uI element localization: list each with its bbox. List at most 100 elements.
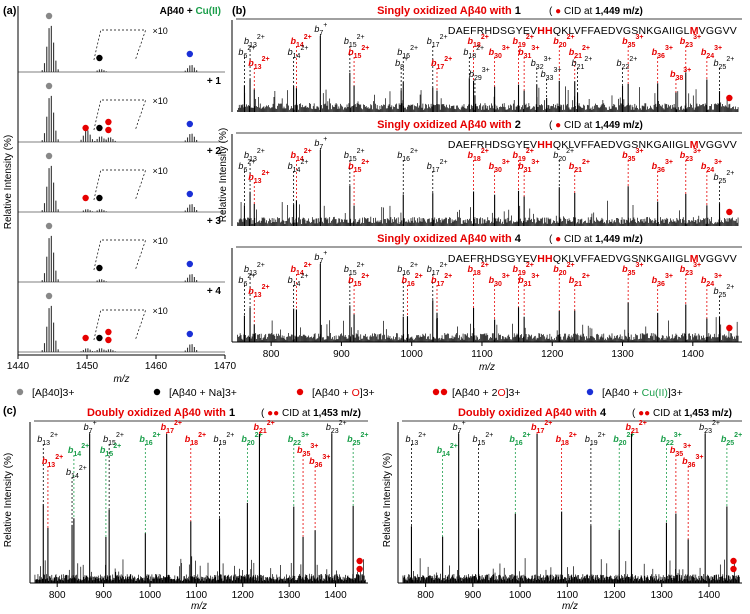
panel-a-zoom-box xyxy=(93,169,147,201)
c1-precursor-dot xyxy=(730,557,737,565)
panel-a-row-label: + 3 xyxy=(207,216,222,227)
b0-ion-label: b313+ xyxy=(518,45,539,60)
panel-c-y-label: Relative Intensity (%) xyxy=(3,453,14,547)
b0-ion-label: b182+ xyxy=(468,34,489,49)
panel-c-x-tick-label: 1200 xyxy=(232,590,255,601)
b0-ion-label: b172+ xyxy=(427,34,448,49)
b2-ion-label: b172+ xyxy=(431,273,452,288)
c0-title: Doubly oxidized Aβ40 with 1 xyxy=(87,407,235,419)
panel-c-x-label: m/z xyxy=(191,601,207,612)
panel-label-c: (c) xyxy=(3,405,17,417)
marker-two-red-dots xyxy=(105,126,112,134)
panel-b-spectrum: Singly oxidized Aβ40 with 1 ( ● CID at 1,… xyxy=(231,5,742,112)
panel-b-x-tick-label: 1000 xyxy=(401,349,424,360)
c1-ion-label: b162+ xyxy=(509,432,530,447)
panel-a-row-label: + 4 xyxy=(207,286,222,297)
b0-ion-label: b7+ xyxy=(314,22,327,37)
b2-ion-label: b142+ xyxy=(288,273,309,288)
marker-red-dot xyxy=(82,124,89,132)
marker-black-dot xyxy=(96,264,103,272)
panel-a-row: ×10 + 4 xyxy=(18,286,225,353)
b2-ion-label: b162+ xyxy=(397,262,418,277)
legend-marker xyxy=(16,388,24,396)
c1-ion-label: b182+ xyxy=(556,432,577,447)
b1-ion-label: b353+ xyxy=(622,148,643,163)
panel-a-zoom-box xyxy=(93,99,147,131)
b2-ion-label: b172+ xyxy=(427,262,448,277)
panel-a-x-tick-label: 1460 xyxy=(145,361,168,372)
b2-ion-label: b243+ xyxy=(701,273,722,288)
c1-ion-label: b172+ xyxy=(531,420,552,435)
b0-ion-label: b152+ xyxy=(348,45,369,60)
b2-ion-label: b313+ xyxy=(518,273,539,288)
c1-ion-label: b142+ xyxy=(437,443,458,458)
legend-entry: [Aβ40 + Na]3+ xyxy=(169,387,237,399)
panel-a-zoom-label: ×10 xyxy=(153,306,168,316)
panel-c-x-tick-label: 800 xyxy=(49,590,66,601)
b2-ion-label: b212+ xyxy=(569,273,590,288)
panel-c-x-tick-label: 1400 xyxy=(324,590,347,601)
b0-ion-label: b142+ xyxy=(290,34,311,49)
panel-b-x-tick-label: 1200 xyxy=(541,349,564,360)
b1-ion-label: b152+ xyxy=(344,148,365,163)
marker-blue-dot xyxy=(186,190,194,198)
b2-title: Singly oxidized Aβ40 with 4 xyxy=(377,233,522,245)
b1-ion-label: b202+ xyxy=(553,148,574,163)
b0-ion-label: b212+ xyxy=(569,45,590,60)
b0-ion-label: b8+ xyxy=(395,56,408,71)
b1-ion-label: b363+ xyxy=(652,159,673,174)
c1-ion-label: b132+ xyxy=(405,432,426,447)
b0-ion-label: b323+ xyxy=(531,56,552,71)
b1-ion-label: b313+ xyxy=(518,159,539,174)
c1-ion-label: b353+ xyxy=(670,443,691,458)
c0-ion-label: b132+ xyxy=(42,454,63,469)
panel-b-spectrum: Singly oxidized Aβ40 with 2 ( ● CID at 1,… xyxy=(231,119,742,226)
b2-ion-label: b252+ xyxy=(714,284,735,299)
c0-ion-label: b162+ xyxy=(139,432,160,447)
marker-black-dot xyxy=(96,334,103,342)
panel-c-x-tick-label: 900 xyxy=(464,590,481,601)
panel-c-x-label: m/z xyxy=(562,601,578,612)
b1-precursor-dot xyxy=(726,208,733,216)
b0-precursor-dot xyxy=(726,94,733,102)
marker-gray-dot xyxy=(45,82,53,90)
c1-ion-label: b7+ xyxy=(453,420,466,435)
marker-blue-dot xyxy=(186,260,194,268)
c1-ion-label: b363+ xyxy=(682,454,703,469)
panel-a-x-tick-label: 1440 xyxy=(7,361,30,372)
c0-ion-label: b353+ xyxy=(297,443,318,458)
b2-sequence: DAEFRHDSGYEVHHQKLVFFAEDVGSNKGAIIGLMVGGVV xyxy=(448,253,737,265)
panel-label-a: (a) xyxy=(3,5,17,17)
c0-ion-label: b7+ xyxy=(84,420,97,435)
b1-ion-label: b7+ xyxy=(314,136,327,151)
panel-b-y-label: Relative Intensity (%) xyxy=(218,128,229,222)
c0-precursor-dot xyxy=(356,565,363,573)
b1-ion-label: b152+ xyxy=(348,159,369,174)
panel-b: Singly oxidized Aβ40 with 1 ( ● CID at 1,… xyxy=(218,5,742,373)
b0-ion-label: b252+ xyxy=(714,56,735,71)
c0-ion-label: b142+ xyxy=(66,465,87,480)
panel-a-x-tick-label: 1450 xyxy=(76,361,99,372)
panel-a-x-tick-label: 1470 xyxy=(214,361,237,372)
panel-c-x-tick-label: 1300 xyxy=(651,590,674,601)
c1-ion-label: b192+ xyxy=(585,432,606,447)
b0-ion-label: b182+ xyxy=(463,45,484,60)
b2-precursor-dot xyxy=(726,324,733,332)
marker-red-dot xyxy=(82,334,89,342)
b2-ion-label: b142+ xyxy=(290,262,311,277)
panel-a-row-label: + 2 xyxy=(207,146,222,157)
b0-ion-label: b363+ xyxy=(652,45,673,60)
panel-a-y-label: Relative Intensity (%) xyxy=(3,135,14,229)
c0-precursor-dot xyxy=(356,557,363,565)
b1-sequence: DAEFRHDSGYEVHHQKLVFFAEDVGSNKGAIIGLMVGGVV xyxy=(448,139,737,151)
b0-ion-label: b62+ xyxy=(238,45,255,60)
legend-marker xyxy=(153,388,161,396)
c0-ion-label: b252+ xyxy=(347,432,368,447)
c1-ion-label: b202+ xyxy=(613,432,634,447)
b2-ion-label: b62+ xyxy=(238,273,255,288)
c0-ion-label: b212+ xyxy=(253,420,274,435)
c1-ion-label: b252+ xyxy=(721,432,742,447)
marker-gray-dot xyxy=(45,12,53,20)
panel-c-spectrum: Doubly oxidized Aβ40 with 4 ( ●● CID at 1… xyxy=(397,407,742,612)
